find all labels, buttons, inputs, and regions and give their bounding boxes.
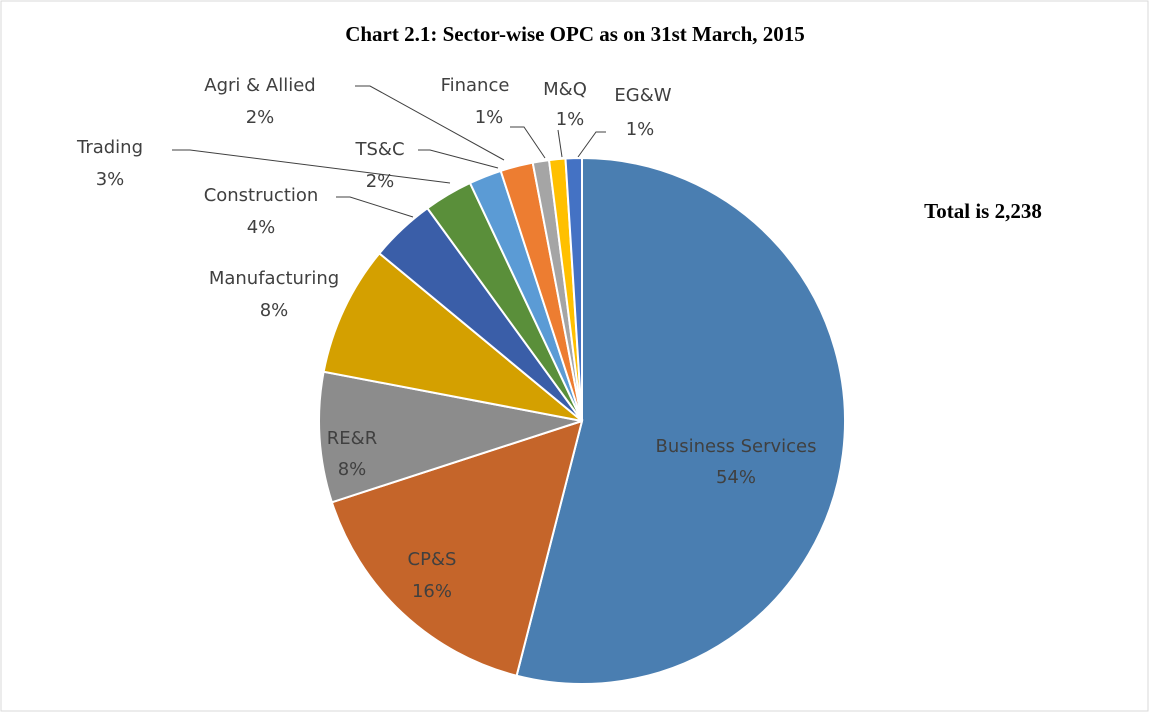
slice-label: M&Q [543, 79, 587, 100]
slice-label: Construction [204, 185, 319, 206]
pie-slice [318, 370, 583, 504]
slice-value-label: 1% [626, 119, 655, 140]
slice-value-label: 2% [246, 107, 275, 128]
leader-line [577, 131, 606, 158]
slice-value-label: 2% [366, 171, 395, 192]
slice-value-label: 54% [716, 467, 756, 488]
slice-label: Agri & Allied [204, 75, 315, 96]
slice-value-label: 8% [338, 459, 367, 480]
slice-value-label: 16% [412, 581, 452, 602]
pie-slice [515, 156, 847, 685]
slice-value-label: 1% [556, 109, 585, 130]
slice-label: Trading [76, 137, 143, 158]
pie-slice [322, 251, 583, 422]
leader-line [336, 196, 414, 218]
leader-line [172, 149, 451, 184]
slice-value-label: 1% [475, 107, 504, 128]
pie-slice [564, 156, 583, 422]
slice-label: RE&R [327, 428, 377, 449]
leader-line [510, 126, 546, 159]
slice-label: Manufacturing [209, 268, 339, 289]
leader-lines [172, 85, 606, 218]
slice-label: TS&C [354, 139, 404, 160]
leader-line [557, 129, 563, 158]
pie-slice [330, 419, 584, 677]
slice-label: EG&W [614, 85, 671, 106]
annotation: Total is 2,238 [924, 199, 1042, 223]
leader-line [355, 85, 505, 161]
slice-label: Finance [441, 75, 510, 96]
leader-line [418, 149, 499, 169]
slice-label: CP&S [408, 549, 457, 570]
chart-title: Chart 2.1: Sector-wise OPC as on 31st Ma… [345, 22, 805, 46]
slice-label: Business Services [656, 436, 817, 457]
slice-value-label: 8% [260, 300, 289, 321]
slice-value-label: 3% [96, 169, 125, 190]
slice-value-label: 4% [247, 217, 276, 238]
